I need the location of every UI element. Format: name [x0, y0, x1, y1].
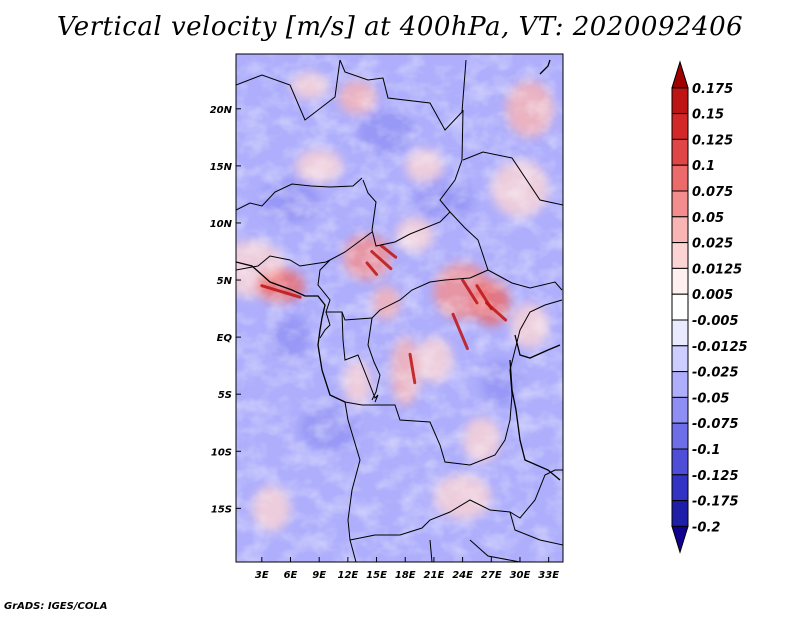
- colorbar-segment: [671, 242, 689, 269]
- y-axis: 20N 15N 10N 5N EQ 5S 10S 15S: [210, 105, 241, 515]
- y-tick-label: 5N: [217, 276, 233, 287]
- colorbar-label: 0.025: [692, 237, 733, 252]
- updraft-streak: [365, 261, 379, 276]
- x-tick-label: 15E: [366, 570, 387, 581]
- x-tick-label: 24E: [452, 570, 473, 581]
- updraft-streak: [485, 301, 508, 322]
- x-tick-label: 9E: [312, 570, 326, 581]
- colorbar-label: -0.025: [692, 366, 739, 381]
- colorbar-label: 0.0125: [692, 262, 742, 277]
- field-streaks: [260, 244, 508, 385]
- coastline: [236, 59, 561, 481]
- colorbar-segment: [671, 474, 689, 502]
- colorbar-label: 0.005: [692, 288, 733, 303]
- colorbar-bottom-arrow: [671, 525, 689, 554]
- colorbar-label: -0.005: [692, 314, 739, 329]
- colorbar-segment: [671, 448, 689, 476]
- colorbar-label: -0.1: [692, 443, 720, 458]
- colorbar-top-arrow: [671, 60, 689, 89]
- x-axis: 3E 6E 9E 12E 15E 18E 21E 24E 27E 30E 33E: [255, 557, 559, 581]
- field-texture: [236, 54, 563, 562]
- y-tick-label: EQ: [217, 333, 233, 344]
- colorbar-label: 0.1: [692, 159, 715, 174]
- x-tick-label: 3E: [255, 570, 269, 581]
- colorbar-segment: [671, 267, 689, 295]
- y-tick-label: 10N: [210, 219, 233, 230]
- plot-frame: [235, 53, 564, 563]
- x-tick-label: 27E: [481, 570, 502, 581]
- colorbar-label: -0.2: [692, 520, 720, 535]
- x-tick-label: 30E: [510, 570, 531, 581]
- y-tick-label: 15N: [210, 162, 233, 173]
- x-tick-label: 18E: [395, 570, 416, 581]
- chart-title: Vertical velocity [m/s] at 400hPa, VT: 2…: [56, 12, 744, 42]
- country-borders: [236, 59, 563, 562]
- colorbar-segment: [671, 113, 689, 140]
- updraft-streak: [260, 284, 302, 299]
- colorbar-segment: [671, 319, 689, 347]
- x-tick-label: 12E: [337, 570, 358, 581]
- updraft-streak: [408, 352, 417, 385]
- colorbar-label: -0.0125: [692, 340, 748, 355]
- colorbar-label: -0.125: [692, 469, 739, 484]
- colorbar-segment: [671, 345, 689, 373]
- colorbar-label: 0.05: [692, 211, 724, 226]
- updraft-streak: [461, 278, 479, 305]
- updraft-streak: [451, 312, 469, 351]
- colorbar-segment: [671, 87, 689, 115]
- colorbar-segment: [671, 190, 689, 218]
- x-tick-label: 6E: [284, 570, 298, 581]
- colorbar-segment: [671, 138, 689, 166]
- y-tick-label: 5S: [218, 390, 232, 401]
- colorbar-label: -0.175: [692, 495, 739, 510]
- x-tick-label: 33E: [538, 570, 559, 581]
- colorbar-segment: [671, 422, 689, 450]
- colorbar-segment: [671, 164, 689, 192]
- colorbar-label: 0.125: [692, 133, 733, 148]
- colorbar-label: 0.15: [692, 108, 724, 123]
- updraft-streak: [379, 244, 398, 259]
- colorbar-label: -0.05: [692, 391, 729, 406]
- updraft-streak: [370, 249, 393, 271]
- y-tick-label: 20N: [210, 105, 233, 116]
- colorbar-label: -0.075: [692, 417, 739, 432]
- colorbar-segment: [671, 216, 689, 244]
- y-tick-label: 15S: [211, 504, 232, 515]
- x-tick-label: 21E: [424, 570, 445, 581]
- y-tick-label: 10S: [211, 447, 232, 458]
- colorbar-label: 0.175: [692, 82, 733, 97]
- grads-credit: GrADS: IGES/COLA: [4, 601, 108, 612]
- colorbar-segment: [671, 293, 689, 321]
- plot-area: [236, 54, 563, 562]
- colorbar-label: 0.075: [692, 185, 733, 200]
- colorbar-segment: [671, 371, 689, 398]
- colorbar-segment: [671, 500, 689, 527]
- colorbar-segment: [671, 396, 689, 424]
- colorbar: 0.175 0.15 0.125 0.1 0.075 0.05 0.025 0.0125 0.0…: [671, 60, 748, 554]
